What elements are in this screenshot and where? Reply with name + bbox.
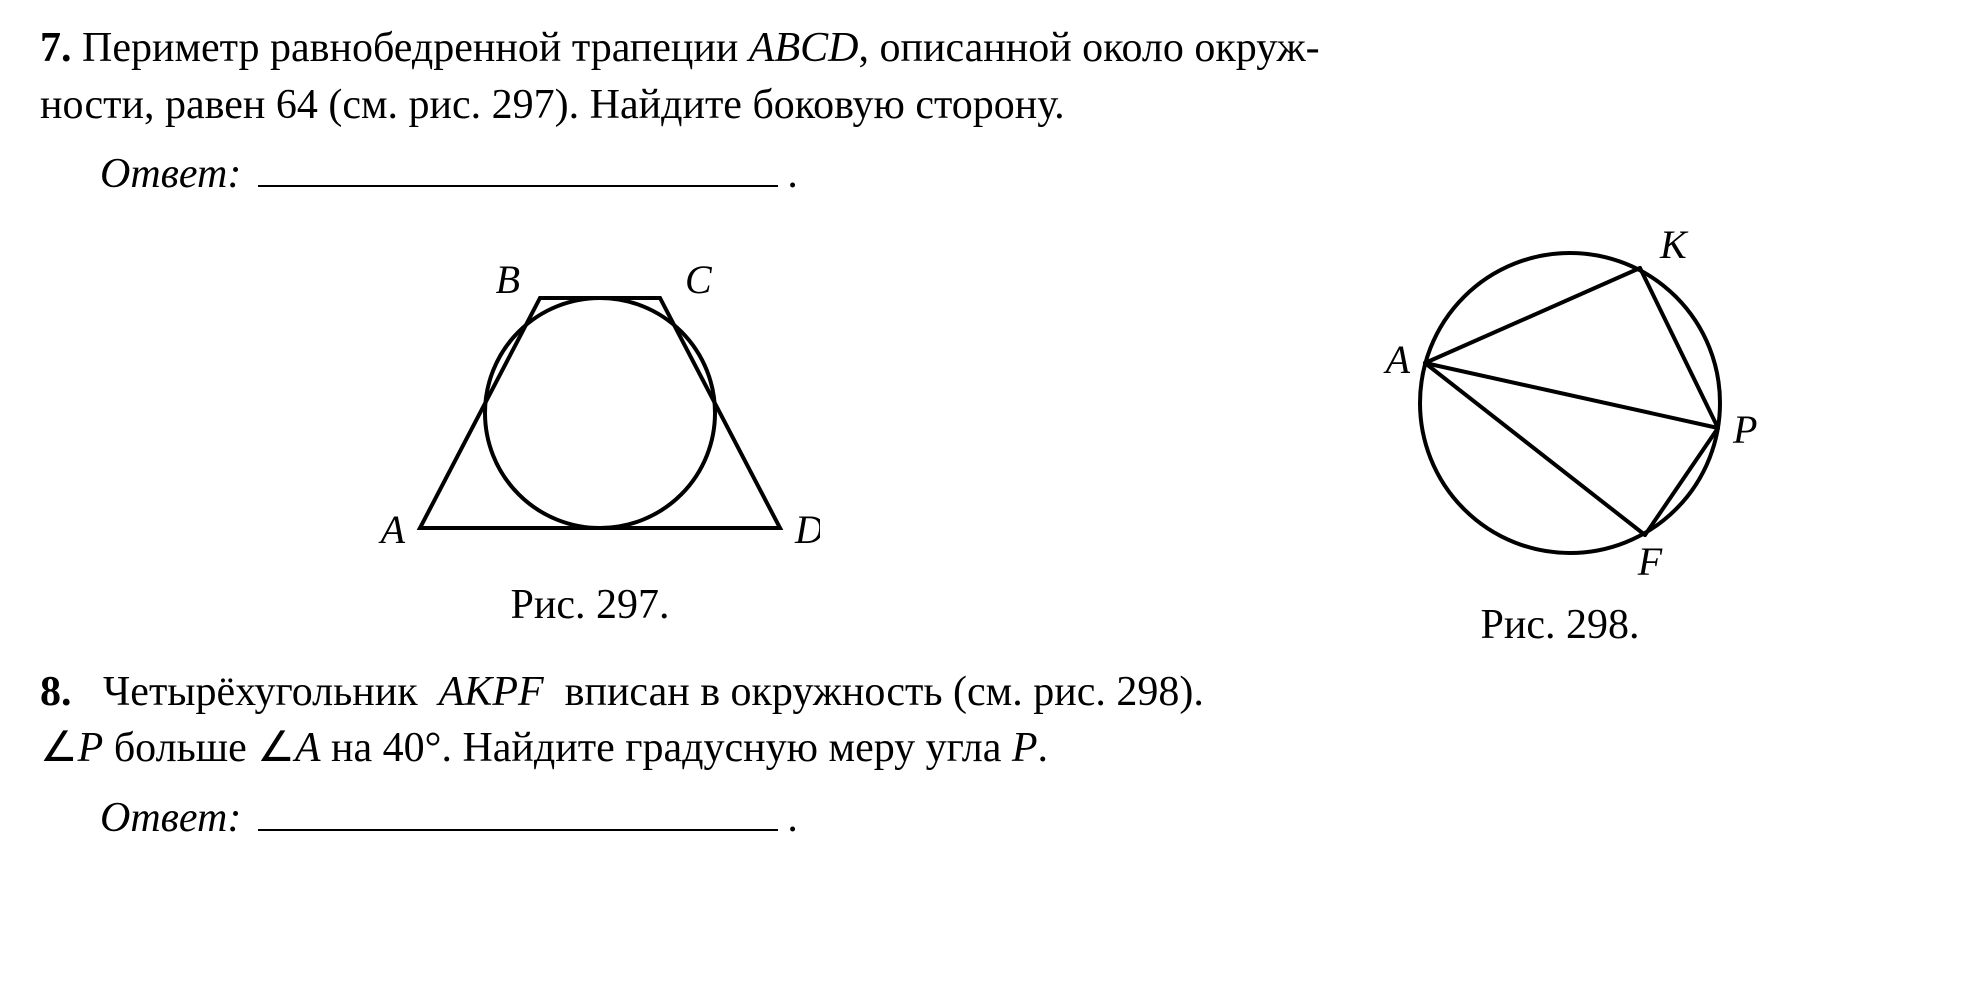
problem-8-text: 8. Четырёхугольник AKPF вписан в окружно… bbox=[40, 664, 1947, 777]
figure-297-svg: B C A D bbox=[360, 213, 820, 573]
figure-297-caption: Рис. 297. bbox=[511, 577, 670, 634]
quad-name: AKPF bbox=[439, 669, 544, 715]
figure-297-block: B C A D Рис. 297. bbox=[360, 213, 820, 634]
svg-text:D: D bbox=[794, 507, 820, 552]
answer-8-period: . bbox=[788, 795, 799, 841]
answer-8: Ответ: . bbox=[100, 787, 1947, 847]
trapezoid-name: ABCD bbox=[749, 25, 859, 71]
problem-7-p1: Периметр равнобедренной трапеции bbox=[82, 25, 749, 71]
problem-8-number: 8. bbox=[40, 669, 72, 715]
answer-7-period: . bbox=[788, 151, 799, 197]
page: 7. Периметр равнобедренной трапеции ABCD… bbox=[0, 0, 1987, 985]
figures-row: B C A D Рис. 297. K A P F Рис. 298. bbox=[40, 213, 1947, 654]
answer-8-label: Ответ: bbox=[100, 795, 241, 841]
p8-l2-d: на 40°. Найдите градусную меру угла bbox=[321, 725, 1012, 771]
problem-7-line2: ности, равен 64 (см. рис. 297). Найдите … bbox=[40, 82, 1065, 128]
problem-7-text: 7. Периметр равнобедренной трапеции ABCD… bbox=[40, 20, 1947, 133]
svg-text:P: P bbox=[1732, 407, 1757, 452]
figure-298-svg: K A P F bbox=[1340, 213, 1780, 593]
figure-298-block: K A P F Рис. 298. bbox=[1340, 213, 1780, 654]
answer-7: Ответ: . bbox=[100, 143, 1947, 203]
angle-sym-2: ∠ bbox=[257, 725, 295, 771]
svg-text:K: K bbox=[1659, 222, 1689, 267]
answer-7-label: Ответ: bbox=[100, 151, 241, 197]
svg-text:F: F bbox=[1637, 539, 1663, 584]
problem-8-p1b: вписан в окружность (см. рис. 298). bbox=[554, 669, 1204, 715]
angle-P-2: P bbox=[1012, 725, 1038, 771]
answer-7-blank bbox=[258, 143, 778, 187]
figure-298-caption: Рис. 298. bbox=[1481, 597, 1640, 654]
p8-l2-f: . bbox=[1038, 725, 1049, 771]
angle-A: A bbox=[295, 725, 321, 771]
angle-sym-1: ∠ bbox=[40, 725, 78, 771]
svg-text:A: A bbox=[378, 507, 406, 552]
svg-text:C: C bbox=[685, 257, 713, 302]
svg-text:A: A bbox=[1383, 337, 1411, 382]
angle-P-1: P bbox=[78, 725, 104, 771]
problem-7-p2: , описанной около окруж- bbox=[859, 25, 1320, 71]
answer-8-blank bbox=[258, 787, 778, 831]
svg-text:B: B bbox=[496, 257, 520, 302]
p8-l2-b: больше bbox=[103, 725, 257, 771]
problem-7-number: 7. bbox=[40, 25, 72, 71]
problem-8-p1a: Четырёхугольник bbox=[103, 669, 428, 715]
